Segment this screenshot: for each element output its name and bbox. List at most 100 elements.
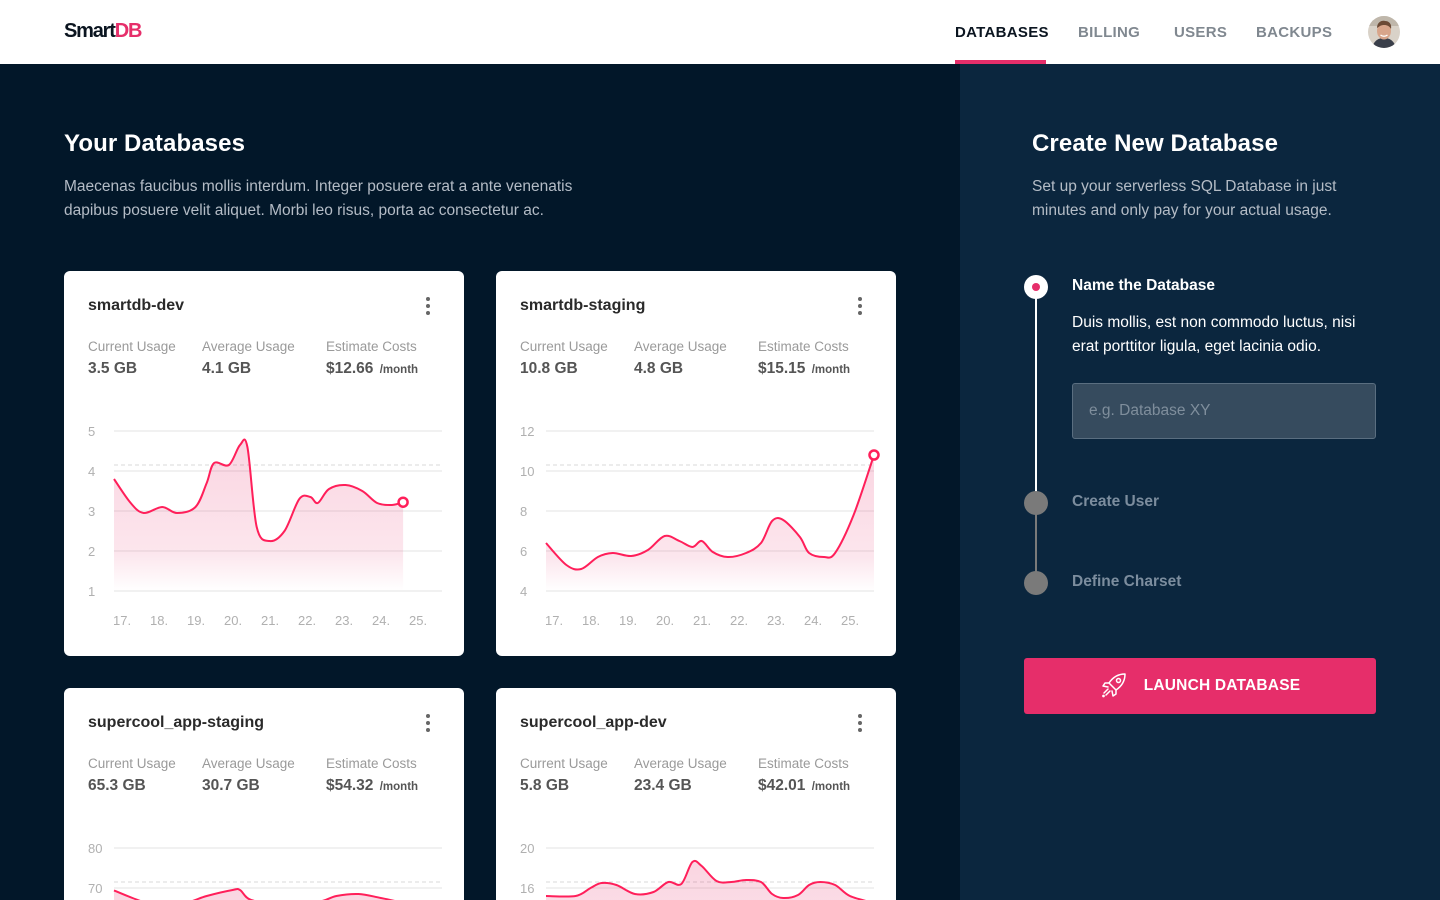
page-description: Maecenas faucibus mollis interdum. Integ…	[64, 175, 664, 223]
average-usage-label: Average Usage	[634, 756, 727, 771]
current-usage-label: Current Usage	[88, 756, 176, 771]
current-usage-label: Current Usage	[520, 339, 608, 354]
avatar-photo-icon	[1368, 16, 1400, 48]
svg-text:10: 10	[520, 464, 534, 479]
usage-chart[interactable]: 4812162017.18.19.20.21.22.23.24.25.	[496, 828, 896, 900]
database-name: smartdb-staging	[520, 297, 646, 314]
svg-text:3: 3	[88, 504, 95, 519]
svg-text:17.: 17.	[113, 613, 131, 628]
more-options-icon[interactable]	[852, 297, 868, 319]
logo-text-smart: Smart	[64, 20, 116, 42]
usage-chart[interactable]: 1 2 3 4 5 17. 18. 19. 20. 21. 22. 23. 24. 25.	[64, 411, 464, 641]
svg-text:12: 12	[520, 424, 534, 439]
more-options-icon[interactable]	[420, 714, 436, 736]
svg-text:19.: 19.	[619, 613, 637, 628]
nav-tab-users[interactable]: USERS	[1174, 24, 1228, 41]
current-usage-label: Current Usage	[88, 339, 176, 354]
launch-database-button[interactable]: LAUNCH DATABASE	[1024, 658, 1376, 714]
create-database-panel	[960, 64, 1440, 900]
usage-area-chart: 405060708017.18.19.20.21.22.23.24.25.	[88, 841, 442, 900]
svg-text:1: 1	[88, 584, 95, 599]
estimate-costs-label: Estimate Costs	[758, 339, 849, 354]
estimate-costs-label: Estimate Costs	[326, 756, 417, 771]
svg-text:2: 2	[88, 544, 95, 559]
current-usage-value: 10.8 GB	[520, 360, 578, 377]
usage-chart[interactable]: 4 6 8 10 12 17. 18. 19. 20. 21. 22. 23. 24. 25.	[496, 411, 896, 641]
step-2-title[interactable]: Create User	[1072, 493, 1160, 510]
svg-text:20.: 20.	[224, 613, 242, 628]
top-navigation-bar: SmartDB DATABASES BILLING USERS BACKUPS	[0, 0, 1440, 64]
svg-text:21.: 21.	[261, 613, 279, 628]
svg-text:20: 20	[520, 841, 534, 856]
database-card[interactable]: smartdb-dev Current Usage 3.5 GB Average…	[64, 271, 464, 656]
step-2-pending-indicator-icon	[1024, 491, 1048, 515]
database-card[interactable]: supercool_app-dev Current Usage 5.8 GB A…	[496, 688, 896, 900]
average-usage-value: 4.8 GB	[634, 360, 684, 377]
current-usage-label: Current Usage	[520, 756, 608, 771]
more-options-icon[interactable]	[852, 714, 868, 736]
database-name-input[interactable]	[1072, 383, 1376, 439]
estimate-costs: Estimate Costs $42.01 /month	[758, 756, 850, 795]
estimate-costs-label: Estimate Costs	[326, 339, 417, 354]
current-usage-value: 65.3 GB	[88, 777, 146, 794]
estimate-costs-value: $54.32 /month	[326, 777, 418, 795]
step-3-title[interactable]: Define Charset	[1072, 573, 1182, 590]
average-usage: Average Usage 4.8 GB	[634, 339, 727, 378]
page-description-line-2: dapibus posuere velit aliquet. Morbi leo…	[64, 202, 544, 219]
step-1-title[interactable]: Name the Database	[1072, 277, 1216, 294]
current-usage: Current Usage 3.5 GB	[88, 339, 176, 378]
average-usage-value: 30.7 GB	[202, 777, 260, 794]
svg-text:5: 5	[88, 424, 95, 439]
svg-text:16: 16	[520, 881, 534, 896]
average-usage: Average Usage 23.4 GB	[634, 756, 727, 795]
average-usage-value: 23.4 GB	[634, 777, 692, 794]
database-card[interactable]: smartdb-staging Current Usage 10.8 GB Av…	[496, 271, 896, 656]
estimate-costs: Estimate Costs $54.32 /month	[326, 756, 418, 795]
current-usage: Current Usage 10.8 GB	[520, 339, 608, 378]
nav-tab-backups[interactable]: BACKUPS	[1256, 24, 1333, 41]
nav-tab-databases[interactable]: DATABASES	[955, 24, 1049, 41]
usage-area-chart: 4 6 8 10 12 17. 18. 19. 20. 21. 22. 23. 24. 25.	[520, 424, 880, 628]
launch-database-label: LAUNCH DATABASE	[1143, 677, 1301, 694]
svg-text:24.: 24.	[372, 613, 390, 628]
svg-text:20.: 20.	[656, 613, 674, 628]
step-1-description-line-1: Duis mollis, est non commodo luctus, nis…	[1072, 314, 1356, 331]
svg-text:21.: 21.	[693, 613, 711, 628]
svg-text:8: 8	[520, 504, 527, 519]
create-database-description-line-1: Set up your serverless SQL Database in j…	[1032, 178, 1337, 195]
cost-unit: /month	[811, 781, 851, 793]
stepper-connector-pending	[1035, 504, 1037, 584]
svg-text:80: 80	[88, 841, 102, 856]
nav-tab-billing[interactable]: BILLING	[1078, 24, 1141, 41]
svg-text:25.: 25.	[409, 613, 427, 628]
cost-amount: $54.32	[326, 777, 374, 794]
database-card[interactable]: supercool_app-staging Current Usage 65.3…	[64, 688, 464, 900]
svg-text:25.: 25.	[841, 613, 859, 628]
cost-amount: $12.66	[326, 360, 374, 377]
svg-text:23.: 23.	[767, 613, 785, 628]
average-usage: Average Usage 4.1 GB	[202, 339, 295, 378]
average-usage-value: 4.1 GB	[202, 360, 252, 377]
average-usage: Average Usage 30.7 GB	[202, 756, 295, 795]
database-name: smartdb-dev	[88, 297, 185, 314]
rocket-icon	[1100, 671, 1128, 702]
database-name: supercool_app-staging	[88, 714, 265, 731]
create-database-description-line-2: minutes and only pay for your actual usa…	[1032, 202, 1332, 219]
step-3-pending-indicator-icon	[1024, 571, 1048, 595]
usage-area-chart: 1 2 3 4 5 17. 18. 19. 20. 21. 22. 23. 24. 25.	[88, 424, 442, 628]
logo-text-db: DB	[114, 20, 143, 42]
smartdb-logo[interactable]: SmartDB	[64, 20, 143, 43]
cost-amount: $42.01	[758, 777, 806, 794]
more-options-icon[interactable]	[420, 297, 436, 319]
estimate-costs-value: $15.15 /month	[758, 360, 850, 378]
cost-amount: $15.15	[758, 360, 806, 377]
page-description-line-1: Maecenas faucibus mollis interdum. Integ…	[64, 178, 573, 195]
svg-text:4: 4	[520, 584, 527, 599]
estimate-costs-value: $12.66 /month	[326, 360, 418, 378]
create-database-title: Create New Database	[1032, 130, 1279, 157]
cost-unit: /month	[811, 364, 851, 376]
user-avatar[interactable]	[1368, 16, 1400, 48]
estimate-costs: Estimate Costs $15.15 /month	[758, 339, 850, 378]
usage-chart[interactable]: 405060708017.18.19.20.21.22.23.24.25.	[64, 828, 464, 900]
estimate-costs-label: Estimate Costs	[758, 756, 849, 771]
